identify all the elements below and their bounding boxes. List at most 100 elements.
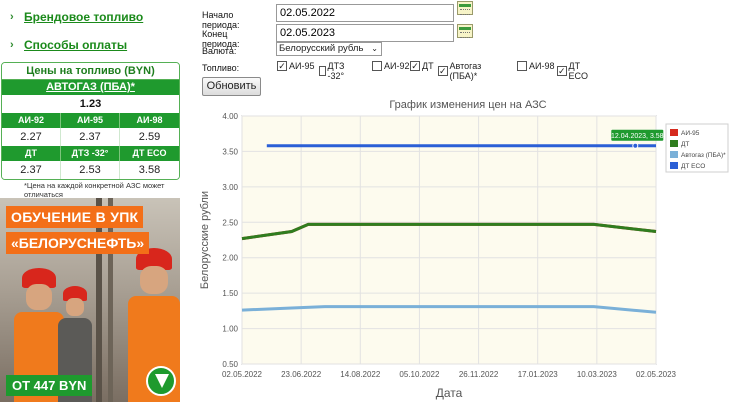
fuel-checkbox-label: АИ-98 xyxy=(529,61,555,71)
ad-price: ОТ 447 BYN xyxy=(6,375,93,396)
y-tick-label: 1.50 xyxy=(222,289,238,298)
y-tick-label: 1.00 xyxy=(222,325,238,334)
currency-select[interactable]: Белорусский рубль ⌄ xyxy=(276,42,382,56)
fuel-price-ai95: 2.37 xyxy=(61,128,120,146)
fuel-price-row-2-header: ДТ ДТЗ -32° ДТ ECO xyxy=(2,146,179,161)
fuel-name-dt-eco: ДТ ECO xyxy=(120,146,179,161)
x-tick-label: 10.03.2023 xyxy=(577,370,618,379)
fuel-price-row-1-header: АИ-92 АИ-95 АИ-98 xyxy=(2,113,179,128)
calendar-icon[interactable] xyxy=(457,24,473,38)
y-tick-label: 2.50 xyxy=(222,218,238,227)
featured-fuel-price: 1.23 xyxy=(2,95,179,113)
currency-label: Валюта: xyxy=(202,46,237,56)
tooltip-text: 12.04.2023, 3.58 xyxy=(611,133,664,140)
x-axis-label: Дата xyxy=(436,386,463,400)
ad-headline-line1: ОБУЧЕНИЕ В УПК xyxy=(6,206,144,228)
x-tick-label: 02.05.2023 xyxy=(636,370,677,379)
fuel-name-dtz: ДТЗ -32° xyxy=(61,146,120,161)
nav-payment-methods[interactable]: › Способы оплаты xyxy=(10,34,185,56)
fuel-name-ai95: АИ-95 xyxy=(61,113,120,128)
series-line-1 xyxy=(241,222,657,241)
start-date-input[interactable] xyxy=(276,4,454,22)
y-axis-label: Белорусские рубли xyxy=(199,191,211,289)
ad-decor-pipe xyxy=(108,198,113,402)
tooltip-point xyxy=(632,142,639,149)
plot-area xyxy=(241,115,657,365)
x-tick-label: 02.05.2022 xyxy=(222,370,263,379)
checkbox-unchecked-icon[interactable] xyxy=(517,61,527,71)
fuel-checkbox-dt-eco[interactable]: ✓ ДТ ECO xyxy=(557,61,589,81)
fuel-checkbox-dtz[interactable]: ДТЗ -32° xyxy=(319,61,348,81)
fuel-checkbox-label: АИ-95 xyxy=(289,61,315,71)
fuel-name-dt: ДТ xyxy=(2,146,61,161)
checkbox-unchecked-icon[interactable] xyxy=(372,61,382,71)
ad-headline-line2: «БЕЛОРУСНЕФТЬ» xyxy=(6,232,150,254)
fuel-checkbox-autogas[interactable]: ✓ Автогаз (ПБА)* xyxy=(438,61,482,81)
ad-banner[interactable]: ОБУЧЕНИЕ В УПК «БЕЛОРУСНЕФТЬ» ОТ 447 BYN xyxy=(0,198,180,402)
fuel-label: Топливо: xyxy=(202,63,240,73)
legend-label: ДТ ECO xyxy=(681,163,705,170)
y-tick-label: 0.50 xyxy=(222,360,238,369)
checkbox-checked-icon[interactable]: ✓ xyxy=(438,66,448,76)
legend-swatch xyxy=(670,129,678,136)
fuel-price-row-1-values: 2.27 2.37 2.59 xyxy=(2,128,179,146)
chevron-right-icon: › xyxy=(10,39,14,51)
fuel-price-dt: 2.37 xyxy=(2,161,61,179)
y-tick-label: 3.50 xyxy=(222,147,238,156)
calendar-icon[interactable] xyxy=(457,1,473,15)
nav-branded-fuel-label[interactable]: Брендовое топливо xyxy=(24,10,144,24)
featured-fuel-name[interactable]: АВТОГАЗ (ПБА)* xyxy=(2,80,179,95)
start-date-label: Начало периода: xyxy=(202,10,240,30)
nav-payment-methods-label[interactable]: Способы оплаты xyxy=(24,38,128,52)
x-tick-label: 14.08.2022 xyxy=(340,370,381,379)
fuel-checkbox-label: АИ-92 xyxy=(384,61,410,71)
fuel-checkbox-ai98[interactable]: АИ-98 xyxy=(517,61,554,71)
x-tick-label: 17.01.2023 xyxy=(518,370,559,379)
fuel-price-row-2-values: 2.37 2.53 3.58 xyxy=(2,161,179,179)
fuel-checkbox-label: ДТЗ -32° xyxy=(327,61,345,81)
fuel-checkbox-label: ДТ ECO xyxy=(568,61,589,81)
checkbox-checked-icon[interactable]: ✓ xyxy=(277,61,287,71)
legend-swatch xyxy=(670,151,678,158)
price-chart-svg: График изменения цен на АЗС 4.00 3.50 3.00 2… xyxy=(199,99,729,400)
legend-label: ДТ xyxy=(681,141,689,148)
nav-branded-fuel[interactable]: › Брендовое топливо xyxy=(10,6,185,28)
chevron-right-icon: › xyxy=(10,11,14,23)
fuel-price-ai92: 2.27 xyxy=(2,128,61,146)
price-chart: График изменения цен на АЗС 4.00 3.50 3.00 2… xyxy=(196,98,732,402)
legend-swatch xyxy=(670,140,678,147)
fuel-name-ai92: АИ-92 xyxy=(2,113,61,128)
y-tick-label: 4.00 xyxy=(222,112,238,121)
fuel-checkbox-dt[interactable]: ✓ ДТ xyxy=(410,61,434,71)
fuel-checkbox-ai92[interactable]: АИ-92 xyxy=(372,61,409,71)
y-tick-label: 3.00 xyxy=(222,183,238,192)
chevron-down-icon: ⌄ xyxy=(371,44,378,53)
chart-title: График изменения цен на АЗС xyxy=(389,99,546,111)
tooltip-box xyxy=(611,129,664,141)
currency-select-value: Белорусский рубль xyxy=(279,43,364,54)
fuel-prices-widget: Цены на топливо (BYN) АВТОГАЗ (ПБА)* 1.2… xyxy=(1,62,180,180)
checkbox-checked-icon[interactable]: ✓ xyxy=(557,66,567,76)
x-tick-label: 26.11.2022 xyxy=(459,370,499,379)
fuel-checkbox-label: ДТ xyxy=(422,61,434,71)
fuel-checkbox-ai95[interactable]: ✓ АИ-95 xyxy=(277,61,314,71)
x-tick-label: 05.10.2022 xyxy=(399,370,440,379)
fuel-price-dtz: 2.53 xyxy=(61,161,120,179)
x-tick-label: 23.06.2022 xyxy=(281,370,322,379)
fuel-checkbox-label: Автогаз (ПБА)* xyxy=(449,61,482,81)
fuel-price-ai98: 2.59 xyxy=(120,128,179,146)
legend-label: АИ-95 xyxy=(681,130,700,137)
legend-swatch xyxy=(670,162,678,169)
belorusneft-logo-icon xyxy=(146,366,176,396)
checkbox-checked-icon[interactable]: ✓ xyxy=(410,61,420,71)
update-button[interactable]: Обновить xyxy=(202,77,261,96)
y-tick-label: 2.00 xyxy=(222,254,238,263)
legend-label: Автогаз (ПБА)* xyxy=(681,152,726,159)
side-nav: › Брендовое топливо › Способы оплаты xyxy=(10,6,185,62)
fuel-name-ai98: АИ-98 xyxy=(120,113,179,128)
checkbox-unchecked-icon[interactable] xyxy=(319,66,326,76)
end-date-label: Конец периода: xyxy=(202,29,240,49)
series-line-2 xyxy=(241,305,657,314)
end-date-input[interactable] xyxy=(276,24,454,42)
ad-decor-pipe xyxy=(96,198,102,402)
